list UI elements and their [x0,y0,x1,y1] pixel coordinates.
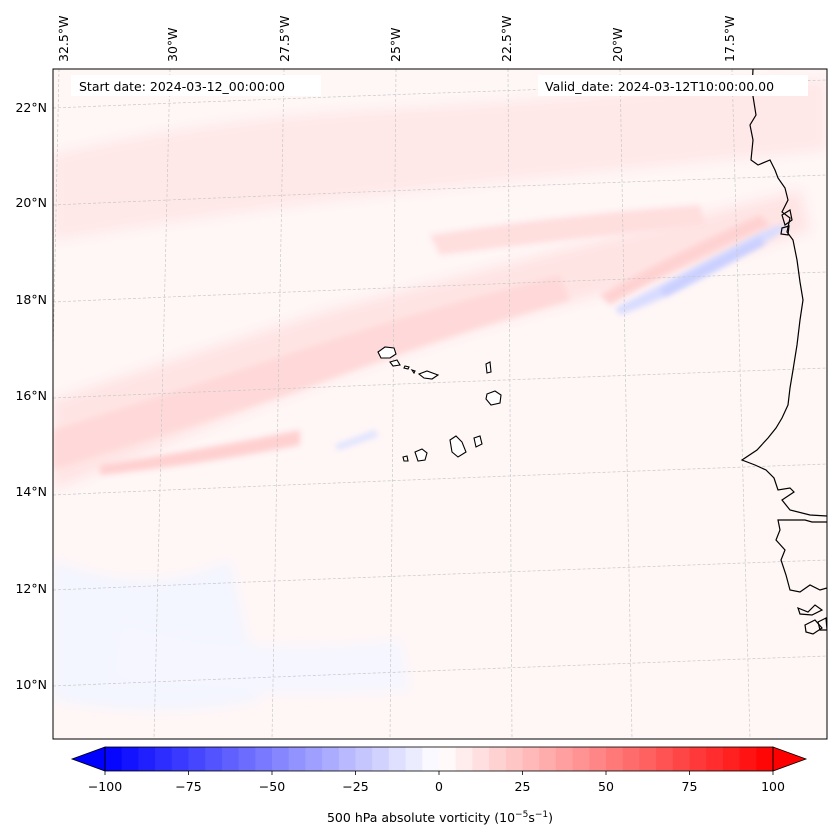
lat-label: 16°N [15,388,47,403]
colorbar-segment [221,747,240,771]
lon-label: 25°W [388,27,403,62]
colorbar-tick-label: 75 [682,779,698,794]
colorbar-segment [555,747,574,771]
lon-label: 30°W [165,27,180,62]
cape-verde-islands [377,346,502,462]
colorbar-segment [639,747,657,771]
colorbar-min-extension [70,746,106,772]
colorbar-segment [606,747,624,771]
colorbar-tick-label: −50 [259,779,285,794]
colorbar-segment [322,747,340,771]
colorbar-segment [405,747,423,771]
colorbar-segment [338,747,356,771]
colorbar-tick-label: 100 [761,779,785,794]
lon-label: 32.5°W [56,16,71,62]
colorbar-segment [105,747,123,771]
colorbar-segment [656,747,674,771]
lon-label: 22.5°W [499,16,514,62]
colorbar-segment [238,747,256,771]
colorbar-ticks: −100 −75 −50 −25 0 25 50 75 100 [88,771,785,794]
colorbar-segment [572,747,590,771]
colorbar-segment [756,747,774,771]
colorbar-segment [439,747,457,771]
colorbar-segment [205,747,223,771]
colorbar-tick-label: −75 [175,779,201,794]
colorbar-segment [288,747,306,771]
colorbar-segment [188,747,206,771]
colorbar-segment [489,747,507,771]
lat-label: 22°N [15,100,47,115]
colorbar-segment [522,747,540,771]
colorbar-segment [138,747,156,771]
colorbar-segment [455,747,473,771]
colorbar-segment [305,747,323,771]
colorbar-tick-label: 0 [435,779,443,794]
lon-label: 27.5°W [277,16,292,62]
lat-label: 14°N [15,484,47,499]
colorbar-segment [739,747,757,771]
lon-label: 17.5°W [722,16,737,62]
lat-label: 18°N [15,292,47,307]
colorbar-segment [422,747,440,771]
lon-label: 20°W [610,27,625,62]
lat-label: 12°N [15,581,47,596]
colorbar-segments [105,747,774,771]
colorbar-tick-label: 50 [598,779,614,794]
colorbar-segment [372,747,390,771]
colorbar-segment [622,747,640,771]
colorbar-segment [155,747,173,771]
colorbar-segment [706,747,724,771]
colorbar-max-extension [772,746,808,772]
colorbar-segment [255,747,273,771]
colorbar-segment [689,747,707,771]
longitude-labels: 32.5°W 30°W 27.5°W 25°W 22.5°W 20°W 17.5… [56,16,737,62]
colorbar-tick-label: 25 [515,779,531,794]
start-date-box [71,75,321,96]
map-panel: Start date: 2024-03-12_00:00:00 Valid_da… [15,16,828,740]
lat-label: 20°N [15,195,47,210]
colorbar-segment [589,747,607,771]
valid-date-box [538,75,808,96]
vorticity-field [53,69,827,739]
colorbar-segment [472,747,490,771]
colorbar-label: 500 hPa absolute vorticity (10−5s−1) [327,810,553,825]
colorbar-tick-label: −25 [342,779,368,794]
colorbar-tick-label: −100 [88,779,122,794]
colorbar-segment [505,747,523,771]
latitude-labels: 22°N 20°N 18°N 16°N 14°N 12°N 10°N [15,100,47,692]
lat-label: 10°N [15,677,47,692]
colorbar-segment [272,747,290,771]
colorbar-segment [171,747,189,771]
colorbar-segment [121,747,139,771]
colorbar-segment [672,747,690,771]
start-date-label: Start date: 2024-03-12_00:00:00 [79,79,285,94]
colorbar-segment [539,747,557,771]
colorbar-segment [388,747,407,771]
coastline [740,69,827,635]
colorbar: −100 −75 −50 −25 0 25 50 75 100 500 hPa absolute… [70,746,808,825]
colorbar-segment [722,747,741,771]
graticule [53,69,827,739]
valid-date-label: Valid_date: 2024-03-12T10:00:00.00 [545,79,774,94]
map-frame [52,68,828,740]
colorbar-segment [355,747,373,771]
